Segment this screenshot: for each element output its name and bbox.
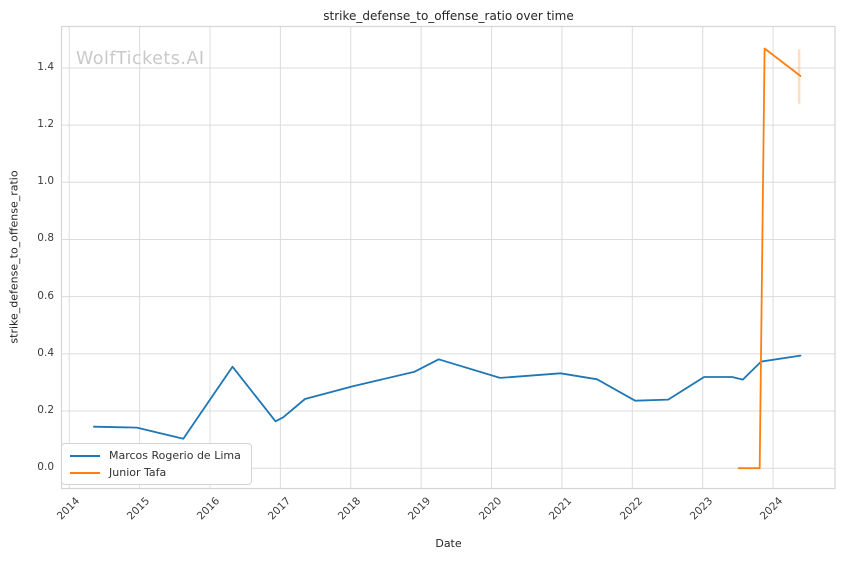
x-axis-label: Date (435, 537, 462, 550)
y-tick-label: 0.0 (37, 461, 54, 474)
y-tick-label: 1.0 (37, 175, 54, 188)
legend-line-swatch (70, 454, 100, 457)
y-tick-label: 0.4 (37, 346, 54, 359)
legend-item: Junior Tafa (70, 466, 241, 479)
y-tick-label: 1.2 (37, 118, 54, 131)
y-tick-label: 0.6 (37, 289, 54, 302)
y-tick-label: 0.8 (37, 232, 54, 245)
y-tick-label: 0.2 (37, 404, 54, 417)
plot-frame (60, 25, 836, 490)
legend-label: Junior Tafa (109, 466, 167, 479)
series-line-junior-tafa (737, 47, 802, 470)
legend-line-swatch (70, 471, 100, 474)
legend-label: Marcos Rogerio de Lima (109, 449, 241, 462)
series-line-marcos-rogerio-de-lima (93, 354, 802, 440)
y-axis-label: strike_defense_to_offense_ratio (7, 170, 21, 344)
chart-title: strike_defense_to_offense_ratio over tim… (323, 9, 574, 23)
watermark: WolfTickets.AI (76, 49, 205, 69)
legend-item: Marcos Rogerio de Lima (70, 449, 241, 462)
legend: Marcos Rogerio de Lima Junior Tafa (61, 443, 252, 485)
y-tick-label: 1.4 (37, 60, 54, 73)
